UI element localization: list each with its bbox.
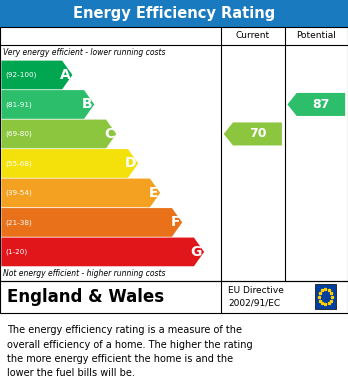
Text: The energy efficiency rating is a measure of the
overall efficiency of a home. T: The energy efficiency rating is a measur… <box>7 325 253 378</box>
Polygon shape <box>224 122 282 145</box>
Text: (21-38): (21-38) <box>6 219 32 226</box>
Bar <box>0 27 348 281</box>
Text: (81-91): (81-91) <box>6 101 32 108</box>
Text: (1-20): (1-20) <box>6 249 28 255</box>
Text: G: G <box>191 245 202 259</box>
Text: (55-68): (55-68) <box>6 160 32 167</box>
Text: Potential: Potential <box>296 31 336 41</box>
Text: A: A <box>60 68 70 82</box>
Text: D: D <box>125 156 136 170</box>
Polygon shape <box>1 208 182 237</box>
Text: 87: 87 <box>312 98 330 111</box>
Text: C: C <box>104 127 114 141</box>
Text: EU Directive
2002/91/EC: EU Directive 2002/91/EC <box>228 286 284 307</box>
Polygon shape <box>1 61 72 89</box>
Bar <box>0 0 348 27</box>
Text: (69-80): (69-80) <box>6 131 32 137</box>
Text: B: B <box>82 97 92 111</box>
Bar <box>315 284 336 309</box>
Text: E: E <box>149 186 158 200</box>
Text: England & Wales: England & Wales <box>7 288 164 306</box>
Text: Not energy efficient - higher running costs: Not energy efficient - higher running co… <box>3 269 165 278</box>
Polygon shape <box>287 93 345 116</box>
Text: F: F <box>171 215 180 230</box>
Text: 70: 70 <box>249 127 266 140</box>
Text: Current: Current <box>236 31 270 41</box>
Text: (39-54): (39-54) <box>6 190 32 196</box>
Polygon shape <box>1 149 138 178</box>
Text: Very energy efficient - lower running costs: Very energy efficient - lower running co… <box>3 48 165 57</box>
Bar <box>0 281 348 313</box>
Polygon shape <box>1 120 116 148</box>
Polygon shape <box>1 238 204 266</box>
Polygon shape <box>1 90 94 119</box>
Text: Energy Efficiency Rating: Energy Efficiency Rating <box>73 6 275 21</box>
Text: (92-100): (92-100) <box>6 72 37 78</box>
Polygon shape <box>1 179 160 207</box>
